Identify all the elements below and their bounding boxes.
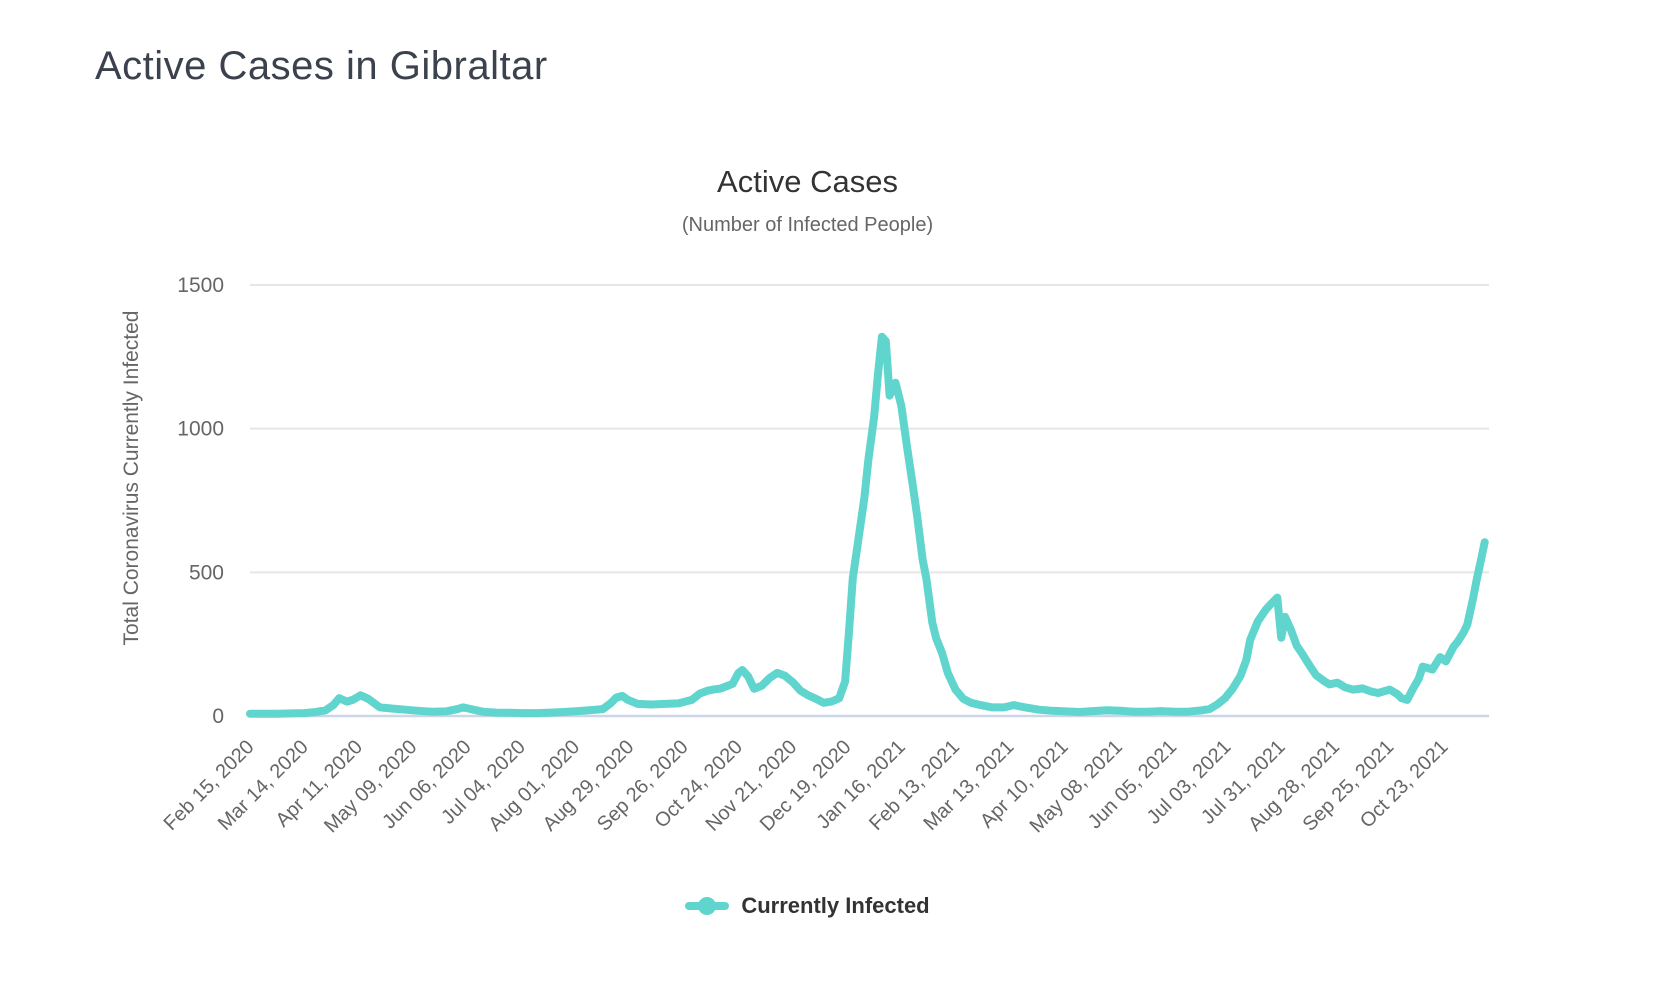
- chart-title: Active Cases: [717, 164, 898, 199]
- chart-subtitle: (Number of Infected People): [681, 214, 934, 236]
- legend-marker-icon: [685, 896, 730, 916]
- y-axis-tick-label: 500: [189, 561, 224, 584]
- legend-dot-icon: [698, 897, 717, 915]
- page-title: Active Cases in Gibraltar: [95, 44, 548, 88]
- y-axis-tick-label: 0: [212, 705, 224, 728]
- y-axis-tick-label: 1000: [177, 418, 224, 441]
- y-axis-tick-label: 1500: [177, 274, 224, 297]
- legend: Currently Infected: [95, 893, 1520, 919]
- legend-item-currently-infected[interactable]: Currently Infected: [685, 893, 930, 919]
- legend-label: Currently Infected: [741, 893, 930, 918]
- series-line-currently-infected[interactable]: [246, 332, 1489, 718]
